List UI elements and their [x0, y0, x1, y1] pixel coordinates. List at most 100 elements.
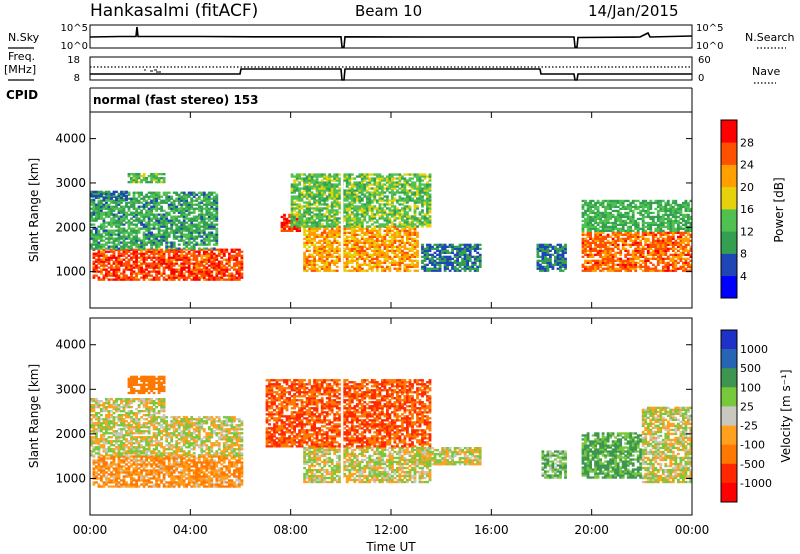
power-cell	[215, 272, 219, 275]
power-cell	[453, 253, 457, 256]
power-cell	[679, 265, 683, 268]
power-cell	[624, 249, 628, 252]
power-cell	[315, 183, 319, 186]
power-cell	[373, 243, 377, 246]
power-cell	[426, 267, 429, 270]
power-cell	[403, 225, 407, 228]
power-cell	[335, 219, 339, 222]
power-cell	[453, 267, 457, 270]
power-cell	[137, 245, 141, 248]
power-cell	[333, 247, 337, 250]
power-cell	[212, 227, 216, 230]
power-cell	[478, 253, 482, 256]
power-cell	[594, 247, 597, 250]
power-cell	[338, 203, 342, 206]
power-cell	[325, 225, 329, 228]
power-cell	[338, 193, 342, 196]
power-cell	[122, 237, 126, 240]
power-cell	[187, 201, 191, 204]
power-cell	[466, 267, 469, 270]
power-cell	[295, 177, 299, 180]
power-cell	[416, 259, 419, 262]
power-cell	[375, 183, 379, 186]
power-cell	[95, 231, 98, 234]
power-cell	[97, 231, 101, 234]
power-cell	[135, 199, 138, 202]
power-cell	[365, 221, 369, 224]
power-cell	[132, 191, 136, 194]
power-cell	[92, 266, 96, 269]
power-cell	[398, 229, 402, 232]
power-cell	[172, 217, 176, 220]
power-cell	[584, 243, 587, 246]
power-cell	[333, 221, 337, 224]
power-cell	[328, 217, 332, 220]
power-cell	[391, 243, 394, 246]
power-cell	[360, 267, 364, 270]
power-cell	[348, 225, 352, 228]
power-cell	[145, 250, 148, 253]
power-cell	[398, 225, 402, 228]
power-cell	[423, 269, 427, 272]
power-cell	[428, 257, 432, 260]
power-cell	[120, 260, 123, 263]
power-cell	[416, 243, 419, 246]
power-cell	[155, 256, 158, 259]
power-cell	[360, 229, 364, 232]
power-cell	[162, 270, 166, 273]
power-cell	[127, 197, 131, 200]
power-cell	[313, 243, 316, 246]
power-cell	[358, 181, 362, 184]
power-cell	[355, 211, 359, 214]
power-cell	[325, 203, 329, 206]
power-cell	[155, 237, 158, 240]
power-cell	[310, 267, 314, 270]
power-cell	[127, 254, 131, 257]
power-cell	[403, 187, 407, 190]
power-cell	[202, 233, 206, 236]
power-cell	[122, 219, 126, 222]
power-cell	[335, 173, 339, 176]
power-cell	[102, 225, 106, 228]
power-cell	[375, 253, 379, 256]
power-cell	[599, 235, 602, 238]
power-cell	[423, 201, 427, 204]
power-cell	[185, 248, 189, 251]
power-cell	[654, 269, 658, 272]
power-cell	[363, 263, 367, 266]
power-cell	[539, 269, 542, 272]
power-cell	[165, 278, 169, 281]
power-cell	[177, 219, 181, 222]
power-cell	[130, 270, 133, 273]
power-cell	[145, 201, 148, 204]
power-cell	[202, 213, 206, 216]
power-cell	[155, 209, 158, 212]
power-cell	[398, 175, 402, 178]
power-cell	[413, 243, 417, 246]
power-cell	[373, 181, 377, 184]
power-cell	[142, 274, 146, 277]
power-cell	[283, 227, 286, 230]
power-cell	[305, 175, 309, 178]
power-cell	[132, 278, 136, 281]
power-cell	[378, 215, 382, 218]
power-cell	[391, 213, 394, 216]
power-cell	[428, 207, 432, 210]
power-cell	[315, 269, 319, 272]
power-cell	[152, 260, 156, 263]
power-cell	[162, 237, 166, 240]
power-cell	[130, 278, 133, 281]
power-cell	[155, 221, 158, 224]
power-cell	[170, 227, 174, 230]
power-cell	[95, 190, 98, 193]
power-cell	[350, 199, 354, 202]
power-cell	[355, 259, 359, 262]
power-cell	[315, 263, 319, 266]
power-cell	[330, 269, 334, 272]
power-cell	[175, 247, 179, 250]
power-cell	[130, 203, 133, 206]
power-cell	[97, 270, 101, 273]
power-cell	[132, 195, 136, 198]
power-cell	[285, 217, 289, 221]
power-cell	[185, 207, 189, 210]
